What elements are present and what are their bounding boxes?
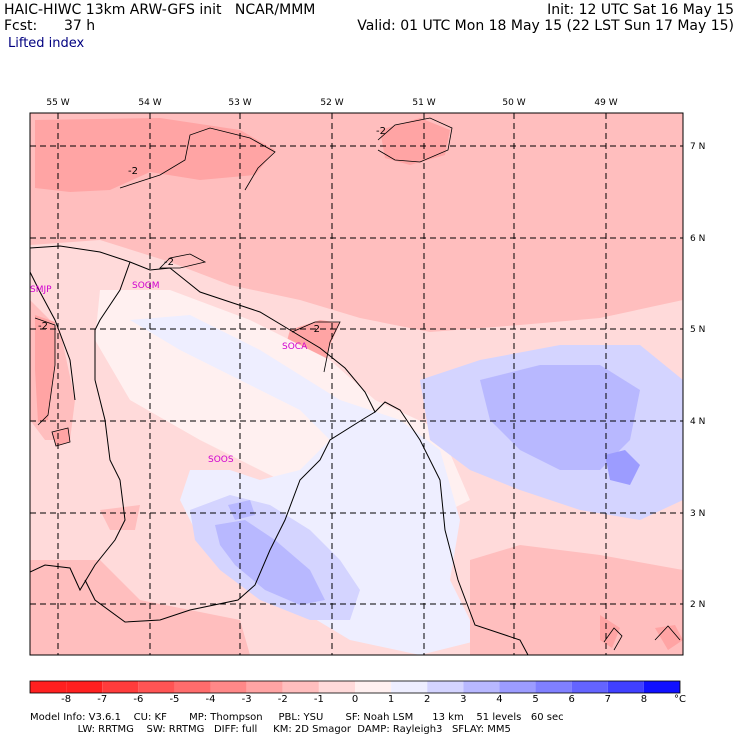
colorbar-swatch	[282, 681, 319, 693]
colorbar-swatch	[66, 681, 103, 693]
colorbar-swatch	[499, 681, 536, 693]
colorbar-tick-label: -7	[97, 694, 108, 705]
model-title: HAIC-HIWC 13km ARW-GFS init NCAR/MMM	[4, 2, 316, 18]
colorbar-swatch	[210, 681, 247, 693]
lat-label-7n: 7 N	[690, 142, 705, 152]
colorbar-swatch	[138, 681, 175, 693]
contour-minus-2	[34, 117, 681, 651]
station-smjp: SMJP	[30, 285, 52, 295]
lat-label-6n: 6 N	[690, 234, 705, 244]
colorbar-swatch	[391, 681, 428, 693]
colorbar-swatch	[571, 681, 608, 693]
colorbar-tick-label: -8	[61, 694, 72, 705]
colorbar-tick-label: 3	[460, 694, 467, 705]
lon-label-50w: 50 W	[502, 98, 525, 108]
colorbar-swatch	[102, 681, 139, 693]
colorbar-tick-label: -4	[205, 694, 216, 705]
colorbar-frame	[29, 680, 681, 694]
station-soos: SOOS	[208, 455, 234, 465]
lat-label-5n: 5 N	[690, 325, 705, 335]
colorbar-tick-label: 4	[496, 694, 503, 705]
lon-label-49w: 49 W	[594, 98, 617, 108]
forecast-label: Fcst:	[4, 18, 38, 34]
colorbar-swatch	[427, 681, 464, 693]
colorbar-swatch	[30, 681, 67, 693]
contour-label: -2	[376, 126, 386, 137]
lon-label-55w: 55 W	[46, 98, 69, 108]
lat-label-3n: 3 N	[690, 509, 705, 519]
colorbar-swatch	[355, 681, 392, 693]
field-name: Lifted index	[8, 36, 85, 51]
colorbar-swatch	[535, 681, 572, 693]
map-frame	[29, 112, 684, 656]
colorbar-tick-label: -6	[133, 694, 144, 705]
contour-label: -2	[164, 257, 174, 268]
lon-label-54w: 54 W	[138, 98, 161, 108]
forecast-hour: 37 h	[64, 18, 96, 34]
lon-label-52w: 52 W	[320, 98, 343, 108]
colorbar-tick-label: -2	[277, 694, 288, 705]
station-soca: SOCA	[282, 342, 308, 352]
colorbar-swatch	[318, 681, 355, 693]
colorbar-tick-label: 2	[424, 694, 431, 705]
colorbar-tick-label: 7	[604, 694, 611, 705]
lat-label-2n: 2 N	[690, 600, 705, 610]
colorbar-swatch	[643, 681, 680, 693]
colorbar-tick-label: -5	[169, 694, 180, 705]
colorbar-tick-label: 6	[568, 694, 575, 705]
contour-label: -2	[128, 166, 138, 177]
contour-label: -2	[310, 324, 320, 335]
colorbar-unit: °C	[674, 694, 686, 705]
valid-time: Valid: 01 UTC Mon 18 May 15 (22 LST Sun …	[357, 18, 734, 34]
model-info-line1: Model Info: V3.6.1 CU: KF MP: Thompson P…	[30, 712, 564, 723]
station-sogm: SOGM	[132, 281, 160, 291]
colorbar-tick-label: -1	[313, 694, 324, 705]
lat-lon-grid	[30, 113, 683, 655]
lat-label-4n: 4 N	[690, 417, 705, 427]
shaded-field	[30, 113, 683, 655]
contour-label: -2	[38, 321, 48, 332]
model-info-line2: LW: RRTMG SW: RRTMG DIFF: full KM: 2D Sm…	[30, 724, 511, 735]
init-time: Init: 12 UTC Sat 16 May 15	[547, 2, 734, 18]
colorbar-swatch	[246, 681, 283, 693]
colorbar-tick-label: 5	[532, 694, 539, 705]
colorbar-tick-label: 0	[351, 694, 359, 705]
colorbar-tick-label: 8	[640, 694, 648, 705]
lon-label-53w: 53 W	[228, 98, 251, 108]
colorbar-swatch	[174, 681, 211, 693]
colorbar-tick-label: -3	[241, 694, 252, 705]
colorbar-swatch	[463, 681, 500, 693]
colorbar-swatch	[607, 681, 644, 693]
lon-label-51w: 51 W	[412, 98, 435, 108]
colorbar-tick-label: 1	[387, 694, 395, 705]
